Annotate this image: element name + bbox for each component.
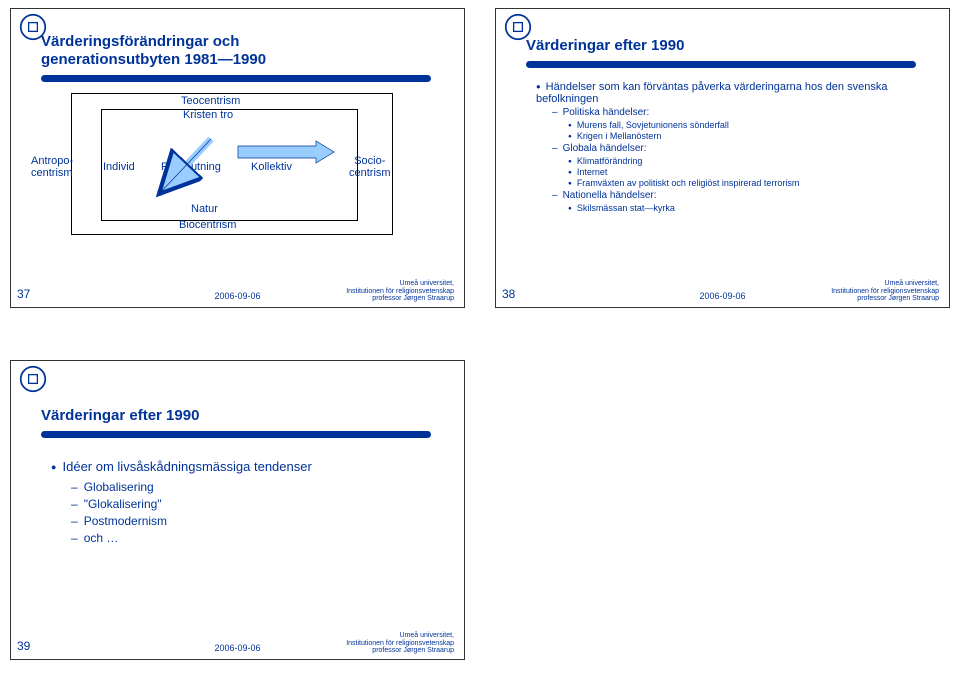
footer-inst-2: Institutionen för religionsvetenskap (346, 640, 454, 647)
list-item: Politiska händelser: (552, 107, 934, 118)
slide-title: Värderingar efter 1990 (526, 37, 684, 55)
label-kristen-tro: Kristen tro (183, 109, 233, 121)
slide-38: Värderingar efter 1990 Händelser som kan… (495, 8, 950, 308)
diagonal-arrow-icon (151, 134, 221, 204)
list-item: Postmodernism (71, 514, 444, 528)
footer-inst-3: professor Jørgen Straarup (372, 647, 454, 654)
list-item: Globala händelser: (552, 143, 934, 154)
list-item: och … (71, 531, 444, 545)
label-individ: Individ (103, 161, 135, 173)
label-antropocentrism: Antropo- centrism (31, 155, 73, 179)
list-item: Skilsmässan stat—kyrka (568, 203, 934, 213)
slide-39: Värderingar efter 1990 Idéer om livsåskå… (10, 360, 465, 660)
page-number: 39 (17, 639, 30, 653)
footer-date: 2006-09-06 (214, 643, 260, 653)
list-item: Krigen i Mellanöstern (568, 131, 934, 141)
footer-date: 2006-09-06 (699, 291, 745, 301)
list-item: Globalisering (71, 480, 444, 494)
footer-institution: Umeå universitet, Institutionen för reli… (346, 280, 454, 303)
footer-institution: Umeå universitet, Institutionen för reli… (831, 280, 939, 303)
list-item: Murens fall, Sovjetunionens sönderfall (568, 120, 934, 130)
footer-inst-1: Umeå universitet, (400, 632, 454, 639)
title-line-2: generationsutbyten 1981—1990 (41, 51, 266, 68)
list-item: Nationella händelser: (552, 190, 934, 201)
footer-inst-2: Institutionen för religionsvetenskap (831, 288, 939, 295)
footer-inst-1: Umeå universitet, (885, 280, 939, 287)
content-list: Idéer om livsåskådningsmässiga tendenser… (51, 457, 444, 548)
label-sociocentrism: Socio- centrism (349, 155, 391, 179)
footer-inst-3: professor Jørgen Straarup (857, 295, 939, 302)
title-underline (41, 75, 431, 82)
title-line-1: Värderingsförändringar och (41, 33, 239, 50)
list-item: Idéer om livsåskådningsmässiga tendenser (51, 459, 444, 474)
content-list: Händelser som kan förväntas påverka värd… (536, 79, 934, 214)
right-arrow-icon (236, 139, 336, 165)
list-item: Klimatförändring (568, 156, 934, 166)
list-item: Framväxten av politiskt och religiöst in… (568, 178, 934, 188)
list-item: Internet (568, 167, 934, 177)
footer-date: 2006-09-06 (214, 291, 260, 301)
slide-37: Värderingsförändringar och generationsut… (10, 8, 465, 308)
footer-inst-1: Umeå universitet, (400, 280, 454, 287)
title-underline (526, 61, 916, 68)
umea-logo (19, 365, 47, 393)
slide-title: Värderingsförändringar och generationsut… (41, 33, 266, 69)
label-teocentrism: Teocentrism (181, 95, 240, 107)
footer-inst-3: professor Jørgen Straarup (372, 295, 454, 302)
footer-inst-2: Institutionen för religionsvetenskap (346, 288, 454, 295)
page-number: 38 (502, 287, 515, 301)
list-item: Händelser som kan förväntas påverka värd… (536, 81, 934, 105)
label-biocentrism: Biocentrism (179, 219, 236, 231)
page-number: 37 (17, 287, 30, 301)
slide-title: Värderingar efter 1990 (41, 407, 199, 425)
label-natur: Natur (191, 203, 218, 215)
diagram-inner-box (101, 109, 358, 221)
footer-institution: Umeå universitet, Institutionen för reli… (346, 632, 454, 655)
list-item: "Glokalisering" (71, 497, 444, 511)
title-underline (41, 431, 431, 438)
